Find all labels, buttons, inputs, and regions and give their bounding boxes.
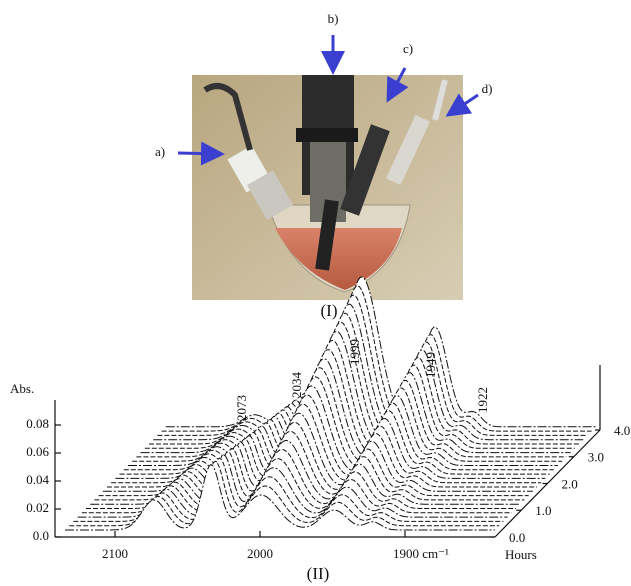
depth-tick-label: 2.0 bbox=[562, 476, 578, 491]
x-tick-label: 2000 bbox=[247, 546, 273, 561]
arrows bbox=[177, 35, 479, 166]
depth-tick-label: 4.0 bbox=[614, 423, 630, 438]
spectrum-trace bbox=[157, 294, 588, 436]
y-tick-label: 0.08 bbox=[26, 416, 49, 431]
spectrum-trace bbox=[153, 303, 584, 441]
x-tick-label: 1900 cm⁻¹ bbox=[393, 546, 449, 561]
peak-label: 2073 bbox=[234, 395, 249, 421]
spectrum-trace bbox=[102, 412, 533, 492]
y-axis-label: Abs. bbox=[10, 381, 34, 396]
peak-label: 1949 bbox=[423, 352, 438, 378]
spectrum-trace bbox=[115, 385, 546, 479]
y-tick-label: 0.06 bbox=[26, 444, 49, 459]
spectrum-trace bbox=[161, 285, 592, 432]
spectrum-trace bbox=[165, 276, 596, 428]
caption: (I) bbox=[321, 301, 338, 320]
spectrum-trace bbox=[65, 463, 495, 531]
y-tick-label: 0.04 bbox=[26, 472, 49, 487]
spectrum-trace bbox=[149, 312, 579, 445]
spectrum-trace bbox=[144, 321, 575, 449]
depth-tick-label: 0.0 bbox=[509, 530, 525, 545]
spectrum-trace bbox=[90, 439, 521, 505]
photo-label: a) bbox=[155, 144, 165, 159]
depth-tick-label: 3.0 bbox=[588, 450, 604, 465]
y-tick-label: 0.0 bbox=[33, 528, 49, 543]
caption: (II) bbox=[307, 564, 330, 583]
photo-label: c) bbox=[403, 41, 413, 56]
peak-label: 2034 bbox=[289, 372, 304, 399]
y-tick-label: 0.02 bbox=[26, 500, 49, 515]
photo-label: b) bbox=[328, 11, 339, 26]
depth-tick-label: 1.0 bbox=[535, 503, 551, 518]
photo bbox=[192, 75, 463, 300]
depth-axis-label: Hours bbox=[505, 547, 537, 562]
peak-label: 1922 bbox=[475, 387, 490, 413]
peak-label: 1999 bbox=[347, 339, 362, 365]
spectrum-trace bbox=[128, 358, 558, 466]
photo-label: d) bbox=[482, 81, 493, 96]
waterfall-plot: 0.0 0.02 0.04 0.06 0.08 2100 2000 1900 cm⁻¹ 0.0 1… bbox=[26, 276, 630, 561]
x-tick-label: 2100 bbox=[102, 546, 128, 561]
